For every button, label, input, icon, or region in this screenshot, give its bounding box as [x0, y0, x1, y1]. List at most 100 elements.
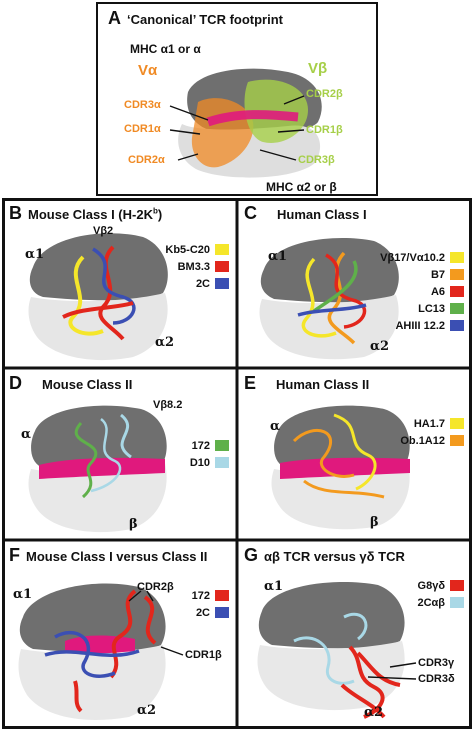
panel-f: F Mouse Class I versus Class II α1 α2 CDR…: [5, 543, 235, 727]
panel-d-structure-image: [28, 405, 167, 533]
panel-e: E Human Class II α β HA1.7 Ob.1A12: [240, 371, 470, 538]
panel-f-a2-label: α2: [137, 703, 157, 718]
panel-c-title: C Human Class I: [244, 203, 367, 224]
mhc-bottom-label: MHC α2 or β: [266, 180, 337, 194]
panel-g-letter: G: [244, 545, 259, 565]
va-label: Vα: [138, 62, 158, 79]
cdr2b-label: CDR2β: [306, 88, 343, 100]
mhc-top-label: MHC α1 or α: [130, 42, 201, 56]
panel-d-vb82-label: Vβ8.2: [153, 399, 183, 411]
cdr1b-label: CDR1β: [306, 124, 343, 136]
panel-b-a1-label: α1: [25, 247, 45, 262]
vb-label: Vβ: [308, 60, 328, 77]
panel-a-letter: A: [108, 8, 121, 28]
legend-item: AHIII 12.2: [380, 317, 464, 334]
legend-item: A6: [380, 283, 464, 300]
panel-c: C Human Class I α1 α2 Vβ17/Vα10.2 B7 A6 L…: [240, 201, 470, 366]
legend-item: G8γδ: [417, 577, 464, 594]
legend-item: BM3.3: [165, 258, 229, 275]
panel-e-title-text: Human Class II: [276, 377, 370, 392]
legend-item: D10: [190, 454, 229, 471]
legend-item: 2C: [165, 275, 229, 292]
legend-swatch-orange: [450, 269, 464, 280]
panel-a: A ‘Canonical’ TCR footprint MHC α1 or α V…: [96, 2, 378, 196]
panel-e-alpha-label: α: [270, 419, 281, 434]
panel-b-title-end: ): [157, 207, 163, 222]
legend-item: 172: [190, 437, 229, 454]
panel-g-structure-image: [257, 582, 405, 719]
legend-item: 2Cαβ: [417, 594, 464, 611]
legend-swatch-yellow: [215, 244, 229, 255]
legend-swatch-green: [215, 440, 229, 451]
panel-f-a1-label: α1: [13, 587, 33, 602]
panel-f-letter: F: [9, 545, 20, 565]
legend-item: B7: [380, 266, 464, 283]
legend-swatch-red: [215, 261, 229, 272]
panel-c-title-text: Human Class I: [277, 207, 367, 222]
legend-item: Ob.1A12: [400, 432, 464, 449]
panel-e-letter: E: [244, 373, 257, 393]
legend-swatch-red: [450, 580, 464, 591]
panel-f-cdr2b-label: CDR2β: [137, 581, 174, 593]
legend-swatch-lightblue: [215, 457, 229, 468]
panel-d: D Mouse Class II α β Vβ8.2 172 D10: [5, 371, 235, 538]
panel-f-cdr1b-label: CDR1β: [185, 649, 222, 661]
panel-d-legend: 172 D10: [190, 437, 229, 471]
panel-a-title-text: ‘Canonical’ TCR footprint: [127, 12, 283, 27]
legend-item: LC13: [380, 300, 464, 317]
panel-g-a1-label: α1: [264, 579, 284, 594]
panel-b-structure-image: [28, 233, 168, 361]
legend-swatch-red: [450, 286, 464, 297]
panel-d-alpha-label: α: [21, 427, 32, 442]
panel-d-title-text: Mouse Class II: [42, 377, 133, 392]
panel-a-title: A ‘Canonical’ TCR footprint: [108, 8, 283, 29]
panel-g-title-text: αβ TCR versus γδ TCR: [264, 549, 405, 564]
panel-g-a2-label: α2: [364, 705, 384, 720]
panel-c-letter: C: [244, 203, 257, 223]
panel-b-a2-label: α2: [155, 335, 175, 350]
legend-swatch-lightblue: [450, 597, 464, 608]
panel-g-cdr3d-label: CDR3δ: [418, 673, 455, 685]
panel-e-legend: HA1.7 Ob.1A12: [400, 415, 464, 449]
legend-swatch-blue: [215, 278, 229, 289]
legend-item: HA1.7: [400, 415, 464, 432]
panel-c-structure-image: [259, 238, 399, 360]
legend-item: 172: [192, 587, 229, 604]
legend-swatch-yellow: [450, 418, 464, 429]
panel-f-title-text: Mouse Class I versus Class II: [26, 549, 208, 564]
cdr1a-label: CDR1α: [124, 123, 161, 135]
legend-swatch-red: [215, 590, 229, 601]
panel-b-vb2-label: Vβ2: [93, 225, 114, 237]
peptide-groove: [206, 110, 299, 127]
legend-item: 2C: [192, 604, 229, 621]
legend-swatch-green: [450, 303, 464, 314]
panel-d-beta-label: β: [129, 517, 138, 532]
panel-b-letter: B: [9, 203, 22, 223]
panel-c-a1-label: α1: [268, 249, 288, 264]
legend-swatch-blue: [215, 607, 229, 618]
panel-e-beta-label: β: [370, 515, 379, 530]
panel-b-title: B Mouse Class I (H-2Kb): [9, 203, 162, 224]
panel-g-arrows: [367, 662, 417, 680]
legend-swatch-orange: [450, 435, 464, 446]
panel-b: B Mouse Class I (H-2Kb) α1 α2 Vβ2 Kb5-C20…: [5, 201, 235, 366]
panel-c-legend: Vβ17/Vα10.2 B7 A6 LC13 AHIII 12.2: [380, 249, 464, 334]
cdr2a-label: CDR2α: [128, 154, 165, 166]
legend-item: Kb5-C20: [165, 241, 229, 258]
panel-b-title-main: Mouse Class I (H-2K: [28, 207, 153, 222]
panel-b-legend: Kb5-C20 BM3.3 2C: [165, 241, 229, 292]
panel-a-footprint-image: [178, 68, 322, 178]
legend-swatch-yellow: [450, 252, 464, 263]
panel-e-title: E Human Class II: [244, 373, 369, 394]
panel-d-letter: D: [9, 373, 22, 393]
cdr3a-label: CDR3α: [124, 99, 161, 111]
panel-f-legend: 172 2C: [192, 587, 229, 621]
panel-g-legend: G8γδ 2Cαβ: [417, 577, 464, 611]
legend-swatch-blue: [450, 320, 464, 331]
panel-f-arrows: [128, 590, 184, 656]
panel-a-arrows: [169, 95, 305, 161]
panel-d-title: D Mouse Class II: [9, 373, 132, 394]
